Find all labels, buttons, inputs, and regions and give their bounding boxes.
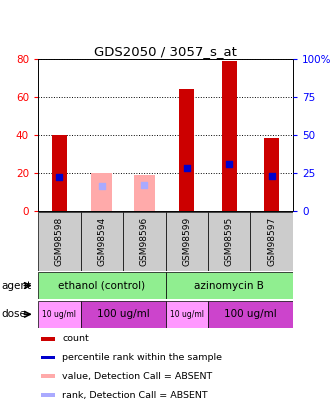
- Text: GSM98595: GSM98595: [225, 217, 234, 266]
- Bar: [222, 61, 237, 211]
- Bar: [80, 212, 123, 271]
- Bar: [264, 139, 279, 211]
- Point: [99, 183, 105, 190]
- Bar: [41, 337, 55, 341]
- Text: GSM98596: GSM98596: [140, 217, 149, 266]
- Point: [142, 181, 147, 188]
- Bar: [38, 272, 166, 299]
- Bar: [166, 272, 293, 299]
- Bar: [91, 173, 113, 211]
- Text: agent: agent: [2, 281, 32, 290]
- Bar: [166, 301, 208, 328]
- Text: GSM98598: GSM98598: [55, 217, 64, 266]
- Text: ethanol (control): ethanol (control): [58, 281, 145, 290]
- Bar: [41, 393, 55, 397]
- Bar: [41, 356, 55, 359]
- Bar: [38, 301, 80, 328]
- Bar: [179, 89, 194, 211]
- Text: 100 ug/ml: 100 ug/ml: [224, 309, 277, 319]
- Text: rank, Detection Call = ABSENT: rank, Detection Call = ABSENT: [62, 391, 208, 400]
- Text: dose: dose: [2, 309, 26, 319]
- Bar: [134, 175, 155, 211]
- Bar: [41, 375, 55, 378]
- Point: [269, 173, 274, 179]
- Text: azinomycin B: azinomycin B: [194, 281, 264, 290]
- Point: [57, 174, 62, 181]
- Text: percentile rank within the sample: percentile rank within the sample: [62, 353, 222, 362]
- Bar: [208, 212, 251, 271]
- Bar: [208, 301, 293, 328]
- Text: count: count: [62, 334, 89, 343]
- Text: GSM98599: GSM98599: [182, 217, 191, 266]
- Bar: [123, 212, 166, 271]
- Text: 10 ug/ml: 10 ug/ml: [170, 310, 204, 319]
- Bar: [52, 134, 67, 211]
- Point: [184, 165, 189, 171]
- Bar: [166, 212, 208, 271]
- Title: GDS2050 / 3057_s_at: GDS2050 / 3057_s_at: [94, 45, 237, 58]
- Text: GSM98597: GSM98597: [267, 217, 276, 266]
- Bar: [80, 301, 166, 328]
- Text: GSM98594: GSM98594: [97, 217, 106, 266]
- Text: value, Detection Call = ABSENT: value, Detection Call = ABSENT: [62, 372, 213, 381]
- Point: [226, 160, 232, 167]
- Bar: [38, 212, 80, 271]
- Text: 10 ug/ml: 10 ug/ml: [42, 310, 76, 319]
- Text: 100 ug/ml: 100 ug/ml: [97, 309, 149, 319]
- Bar: [251, 212, 293, 271]
